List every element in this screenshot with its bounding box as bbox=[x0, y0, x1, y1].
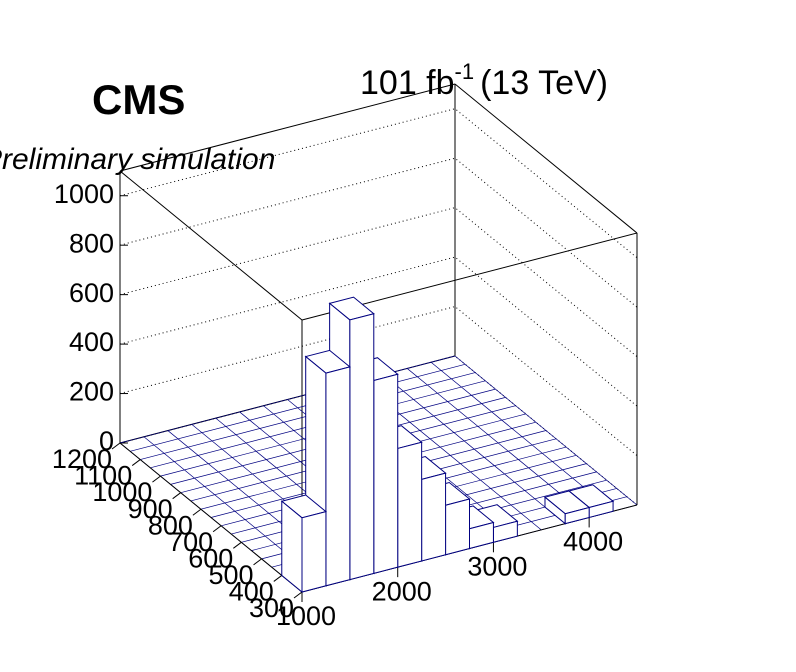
floor-grid bbox=[382, 374, 566, 524]
z-tick-label: 400 bbox=[69, 327, 114, 357]
bar bbox=[564, 506, 590, 525]
box-edge bbox=[454, 83, 638, 234]
y-tick-label: 1100 bbox=[74, 461, 132, 491]
x-tick-label: 2000 bbox=[372, 576, 432, 606]
y-tick-label: 700 bbox=[168, 527, 213, 557]
grid-line bbox=[119, 108, 638, 259]
y-tick-label: 400 bbox=[229, 577, 274, 607]
bar bbox=[301, 510, 327, 593]
y-tick bbox=[152, 475, 161, 483]
x-tick-label: 3000 bbox=[467, 551, 527, 581]
grid-line bbox=[119, 157, 638, 308]
z-tick-label: 1000 bbox=[54, 179, 114, 209]
bar-side bbox=[281, 500, 303, 594]
z-tick-label: 0 bbox=[99, 426, 114, 456]
box-edge bbox=[119, 83, 456, 172]
y-tick bbox=[131, 459, 141, 466]
subtitle: Preliminary simulation bbox=[0, 143, 275, 176]
y-tick-label: 500 bbox=[208, 560, 253, 590]
bar bbox=[445, 498, 470, 556]
x-tick-label: 4000 bbox=[563, 527, 623, 557]
y-tick bbox=[293, 591, 303, 599]
y-tick-label: 1200 bbox=[52, 444, 112, 474]
cms-label: CMS bbox=[92, 76, 185, 123]
y-tick bbox=[253, 558, 262, 566]
bar bbox=[421, 472, 447, 562]
lumi: 101 fb bbox=[360, 64, 455, 102]
floor-grid bbox=[430, 361, 614, 512]
y-tick bbox=[273, 575, 283, 582]
y-tick bbox=[233, 541, 242, 549]
x-tick-label: 1000 bbox=[276, 601, 336, 631]
floor-grid bbox=[454, 355, 638, 506]
bar bbox=[325, 366, 351, 587]
y-tick bbox=[212, 525, 222, 533]
floor-grid bbox=[406, 368, 590, 518]
z-tick-label: 800 bbox=[69, 228, 114, 258]
energy: (13 TeV) bbox=[480, 64, 608, 102]
y-tick-label: 800 bbox=[148, 510, 193, 540]
y-axis bbox=[119, 442, 303, 593]
z-tick-label: 600 bbox=[69, 278, 114, 308]
y-tick-label: 300 bbox=[249, 593, 294, 623]
box-edge bbox=[119, 170, 303, 321]
lumi-label: 101 fb-1 (13 TeV) bbox=[360, 59, 608, 102]
y-tick bbox=[111, 442, 121, 450]
y-tick-label: 900 bbox=[128, 494, 173, 524]
grid-line bbox=[119, 207, 638, 358]
lumi-exponent: -1 bbox=[455, 59, 475, 84]
y-tick-label: 600 bbox=[188, 543, 233, 573]
y-tick bbox=[192, 508, 202, 516]
bar bbox=[349, 313, 375, 581]
y-tick-label: 1000 bbox=[92, 477, 152, 507]
y-tick bbox=[172, 492, 181, 500]
bar bbox=[397, 441, 423, 568]
bar bbox=[373, 373, 399, 575]
z-tick-label: 200 bbox=[69, 377, 114, 407]
